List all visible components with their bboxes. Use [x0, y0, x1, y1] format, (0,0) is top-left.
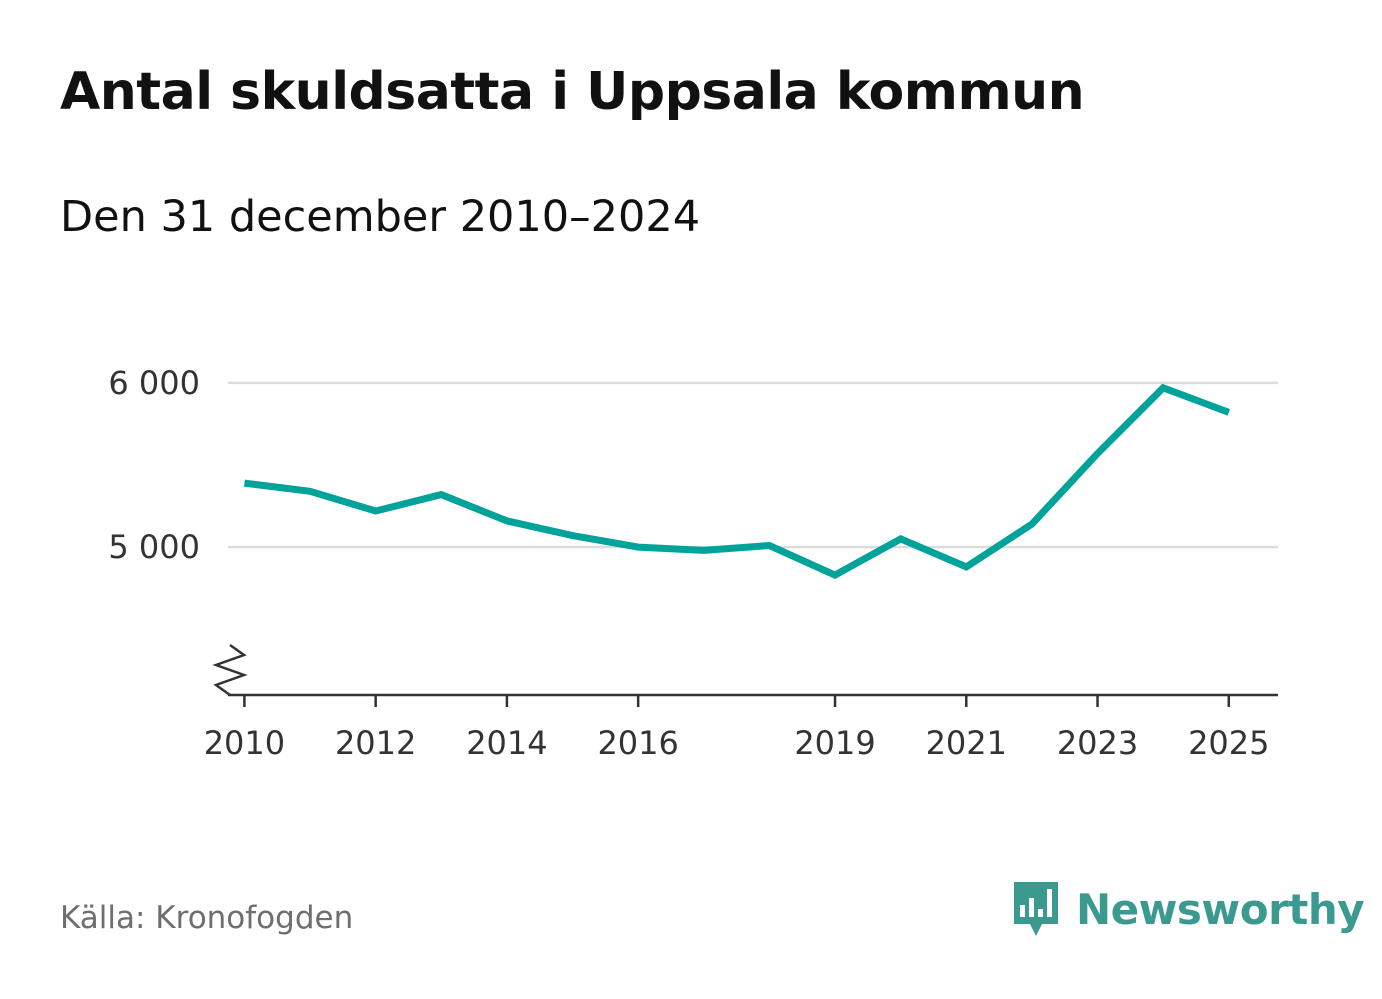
y-tick-label: 5 000 [108, 528, 200, 566]
brand-logo: Newsworthy [1010, 878, 1365, 940]
chart-title: Antal skuldsatta i Uppsala kommun [60, 62, 1085, 122]
y-tick-label: 6 000 [108, 364, 200, 402]
x-tick-label: 2016 [597, 724, 678, 762]
axis-break-symbol [212, 643, 248, 697]
x-tick-label: 2021 [926, 724, 1007, 762]
x-tick-label: 2012 [335, 724, 416, 762]
x-tick-label: 2014 [466, 724, 547, 762]
brand-name: Newsworthy [1076, 884, 1365, 934]
x-tick-label: 2023 [1057, 724, 1138, 762]
x-tick-label: 2010 [204, 724, 285, 762]
chart-subtitle: Den 31 december 2010–2024 [60, 192, 701, 242]
source-note: Källa: Kronofogden [60, 900, 354, 936]
x-tick-label: 2019 [794, 724, 875, 762]
x-tick-label: 2025 [1188, 724, 1269, 762]
series-line [243, 383, 1231, 580]
newsworthy-logo-icon [1014, 882, 1058, 936]
